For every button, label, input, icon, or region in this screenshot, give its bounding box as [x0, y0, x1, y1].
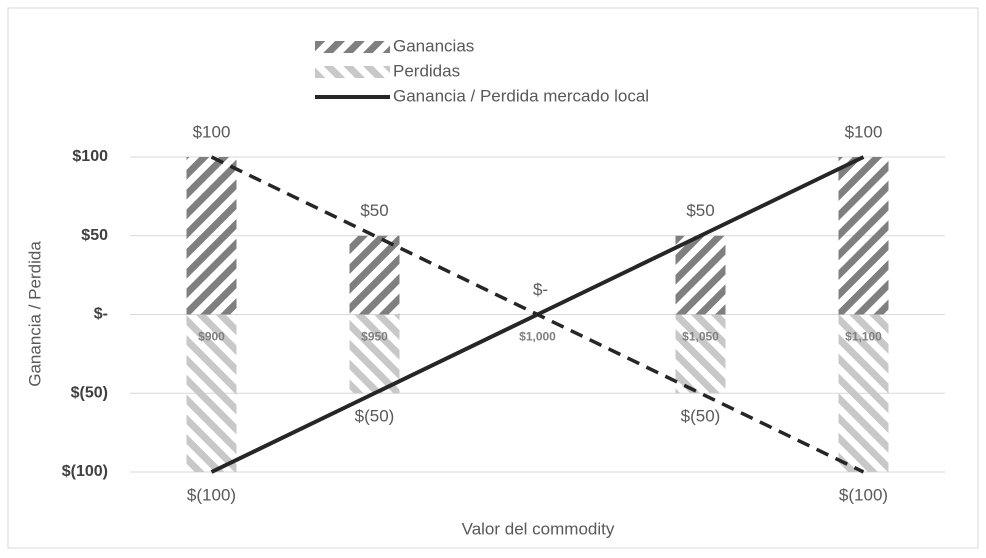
chart-border [7, 7, 979, 549]
data-label: $(100) [839, 485, 888, 504]
legend-label: Perdidas [393, 61, 460, 80]
data-label: $100 [193, 122, 231, 141]
y-axis-title: Ganancia / Perdida [25, 241, 44, 387]
y-tick-label: $50 [81, 227, 108, 244]
y-tick-label: $(100) [62, 463, 108, 480]
data-label: $50 [360, 201, 388, 220]
legend-label: Ganancia / Perdida mercado local [393, 86, 649, 105]
x-tick-label: $1,050 [682, 330, 719, 344]
legend-swatch [315, 66, 390, 78]
data-label: $(50) [681, 407, 721, 426]
data-label: $(50) [355, 407, 395, 426]
x-tick-label: $1,100 [845, 330, 882, 344]
data-label: $50 [686, 201, 714, 220]
bar [838, 157, 889, 315]
data-label: $- [533, 280, 548, 299]
x-tick-label: $950 [361, 330, 388, 344]
data-label: $100 [845, 122, 883, 141]
x-tick-label: $1,000 [519, 330, 556, 344]
bar [675, 314, 726, 394]
bar [186, 157, 237, 315]
legend-swatch [315, 41, 390, 53]
y-tick-label: $(50) [71, 384, 108, 401]
y-tick-label: $100 [72, 148, 108, 165]
data-label: $(100) [187, 485, 236, 504]
bar [675, 235, 726, 315]
bar [349, 235, 400, 315]
legend-label: Ganancias [393, 36, 474, 55]
x-tick-label: $900 [198, 330, 225, 344]
x-axis-title: Valor del commodity [462, 519, 615, 538]
bar [186, 314, 237, 472]
bar [349, 314, 400, 394]
bar [838, 314, 889, 472]
line-series [210, 155, 865, 474]
y-tick-label: $- [94, 306, 108, 323]
